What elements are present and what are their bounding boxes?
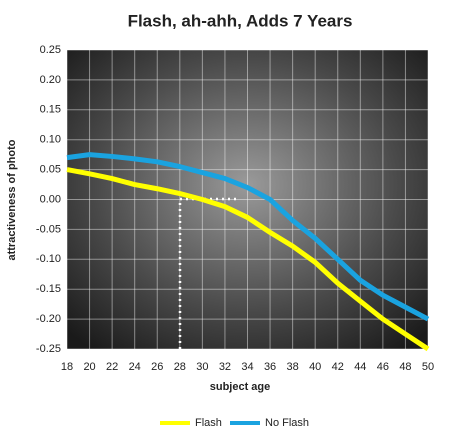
x-tick-label: 32	[219, 361, 231, 373]
x-tick-label: 24	[129, 361, 141, 373]
x-tick-label: 44	[354, 361, 366, 373]
x-tick-label: 40	[309, 361, 321, 373]
y-tick-label: -0.15	[36, 283, 61, 295]
x-tick-label: 42	[332, 361, 344, 373]
y-tick-label: 0.25	[40, 44, 61, 56]
y-tick-label: -0.20	[36, 313, 61, 325]
background-photo	[67, 50, 428, 349]
x-tick-label: 38	[287, 361, 299, 373]
y-tick-label: 0.10	[40, 134, 61, 146]
x-tick-label: 36	[264, 361, 276, 373]
y-tick-label: -0.10	[36, 253, 61, 265]
x-tick-label: 30	[196, 361, 208, 373]
y-tick-label: 0.00	[40, 193, 61, 205]
y-axis-label: attractiveness of photo	[6, 139, 18, 260]
series-line	[66, 152, 430, 322]
x-tick-label: 18	[61, 361, 73, 373]
x-tick-label: 48	[399, 361, 411, 373]
x-tick-label: 26	[151, 361, 163, 373]
x-tick-label: 50	[422, 361, 434, 373]
y-tick-label: 0.15	[40, 104, 61, 116]
annotation-dots	[178, 197, 236, 349]
x-tick-label: 46	[377, 361, 389, 373]
legend-label: No Flash	[265, 417, 309, 429]
series-line	[66, 167, 430, 352]
x-tick-label: 28	[174, 361, 186, 373]
x-tick-label: 20	[83, 361, 95, 373]
y-tick-label: -0.05	[36, 223, 61, 235]
x-tick-label: 34	[241, 361, 253, 373]
x-axis-label: subject age	[210, 381, 271, 393]
y-tick-label: 0.05	[40, 164, 61, 176]
x-tick-label: 22	[106, 361, 118, 373]
y-tick-label: -0.25	[36, 343, 61, 355]
chart-title: Flash, ah-ahh, Adds 7 Years	[128, 11, 353, 30]
y-tick-label: 0.20	[40, 74, 61, 86]
legend-label: Flash	[195, 417, 222, 429]
